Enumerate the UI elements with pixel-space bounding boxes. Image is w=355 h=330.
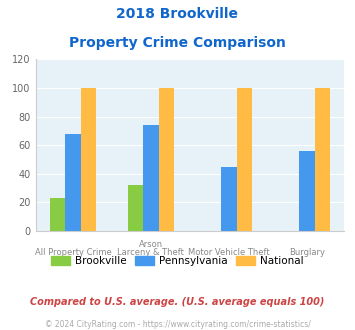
Text: Property Crime Comparison: Property Crime Comparison <box>69 36 286 50</box>
Text: Arson: Arson <box>139 240 163 248</box>
Text: Motor Vehicle Theft: Motor Vehicle Theft <box>188 248 270 257</box>
Bar <box>65 134 81 231</box>
Text: Compared to U.S. average. (U.S. average equals 100): Compared to U.S. average. (U.S. average … <box>30 297 325 307</box>
Bar <box>50 198 65 231</box>
Bar <box>237 88 252 231</box>
Legend: Brookville, Pennsylvania, National: Brookville, Pennsylvania, National <box>47 252 308 270</box>
Text: All Property Crime: All Property Crime <box>34 248 111 257</box>
Bar <box>127 185 143 231</box>
Bar <box>299 151 315 231</box>
Text: 2018 Brookville: 2018 Brookville <box>116 7 239 20</box>
Bar <box>221 167 237 231</box>
Text: Burglary: Burglary <box>289 248 325 257</box>
Bar <box>159 88 174 231</box>
Bar <box>81 88 96 231</box>
Text: © 2024 CityRating.com - https://www.cityrating.com/crime-statistics/: © 2024 CityRating.com - https://www.city… <box>45 320 310 329</box>
Text: Larceny & Theft: Larceny & Theft <box>118 248 184 257</box>
Bar <box>143 125 159 231</box>
Bar <box>315 88 330 231</box>
